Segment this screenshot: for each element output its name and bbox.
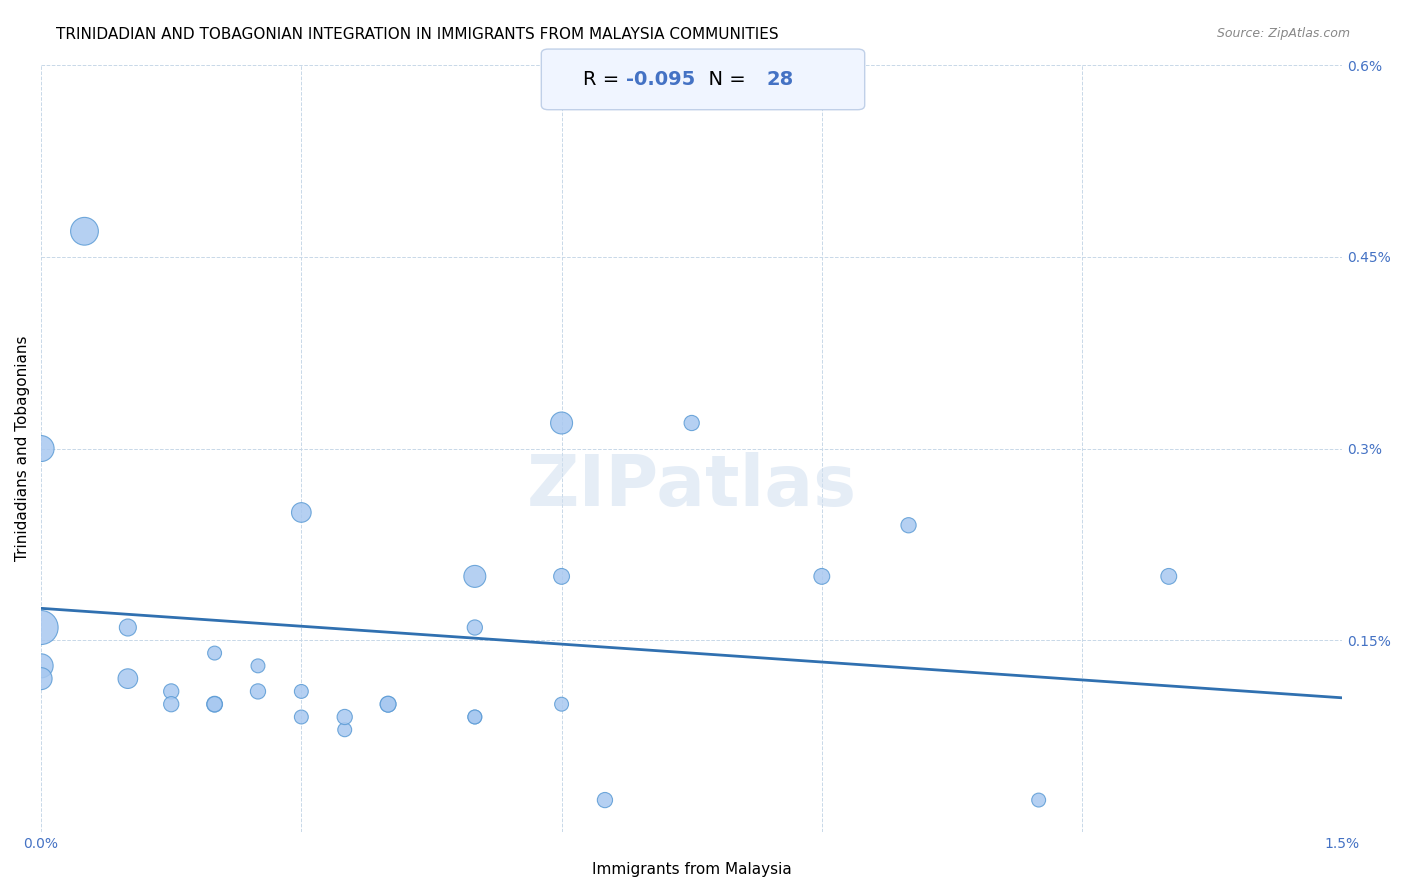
Point (30, 658, 52, 673)
Text: 28: 28 (766, 70, 793, 89)
Point (550, 697, 572, 711)
Point (1157, 569, 1180, 583)
Point (550, 416, 572, 430)
Text: -0.095: -0.095 (626, 70, 695, 89)
Point (290, 506, 312, 520)
Y-axis label: Trinidadians and Tobagonians: Trinidadians and Tobagonians (15, 335, 30, 561)
Text: R =: R = (583, 70, 626, 89)
Point (810, 569, 832, 583)
Point (333, 710, 356, 724)
Point (464, 620, 486, 634)
Point (550, 569, 572, 583)
Point (897, 518, 920, 533)
Point (246, 684, 269, 698)
FancyBboxPatch shape (541, 49, 865, 110)
Point (1028, 793, 1050, 807)
Point (377, 697, 399, 711)
Point (464, 710, 486, 724)
Point (73, 224, 96, 238)
Point (681, 416, 703, 430)
Point (290, 684, 312, 698)
Point (160, 684, 183, 698)
Point (464, 569, 486, 583)
Point (117, 620, 139, 634)
Point (30, 620, 52, 634)
Text: ZIPatlas: ZIPatlas (527, 452, 856, 522)
X-axis label: Immigrants from Malaysia: Immigrants from Malaysia (592, 862, 792, 877)
Point (204, 697, 226, 711)
Text: N =: N = (696, 70, 752, 89)
Point (204, 646, 226, 660)
Point (204, 697, 226, 711)
Point (117, 672, 139, 686)
Point (246, 658, 269, 673)
Point (593, 793, 616, 807)
Point (464, 710, 486, 724)
Point (160, 697, 183, 711)
Text: Source: ZipAtlas.com: Source: ZipAtlas.com (1216, 27, 1350, 40)
Point (30, 442, 52, 456)
Point (30, 672, 52, 686)
Point (290, 710, 312, 724)
Text: TRINIDADIAN AND TOBAGONIAN INTEGRATION IN IMMIGRANTS FROM MALAYSIA COMMUNITIES: TRINIDADIAN AND TOBAGONIAN INTEGRATION I… (56, 27, 779, 42)
Point (377, 697, 399, 711)
Point (333, 723, 356, 737)
